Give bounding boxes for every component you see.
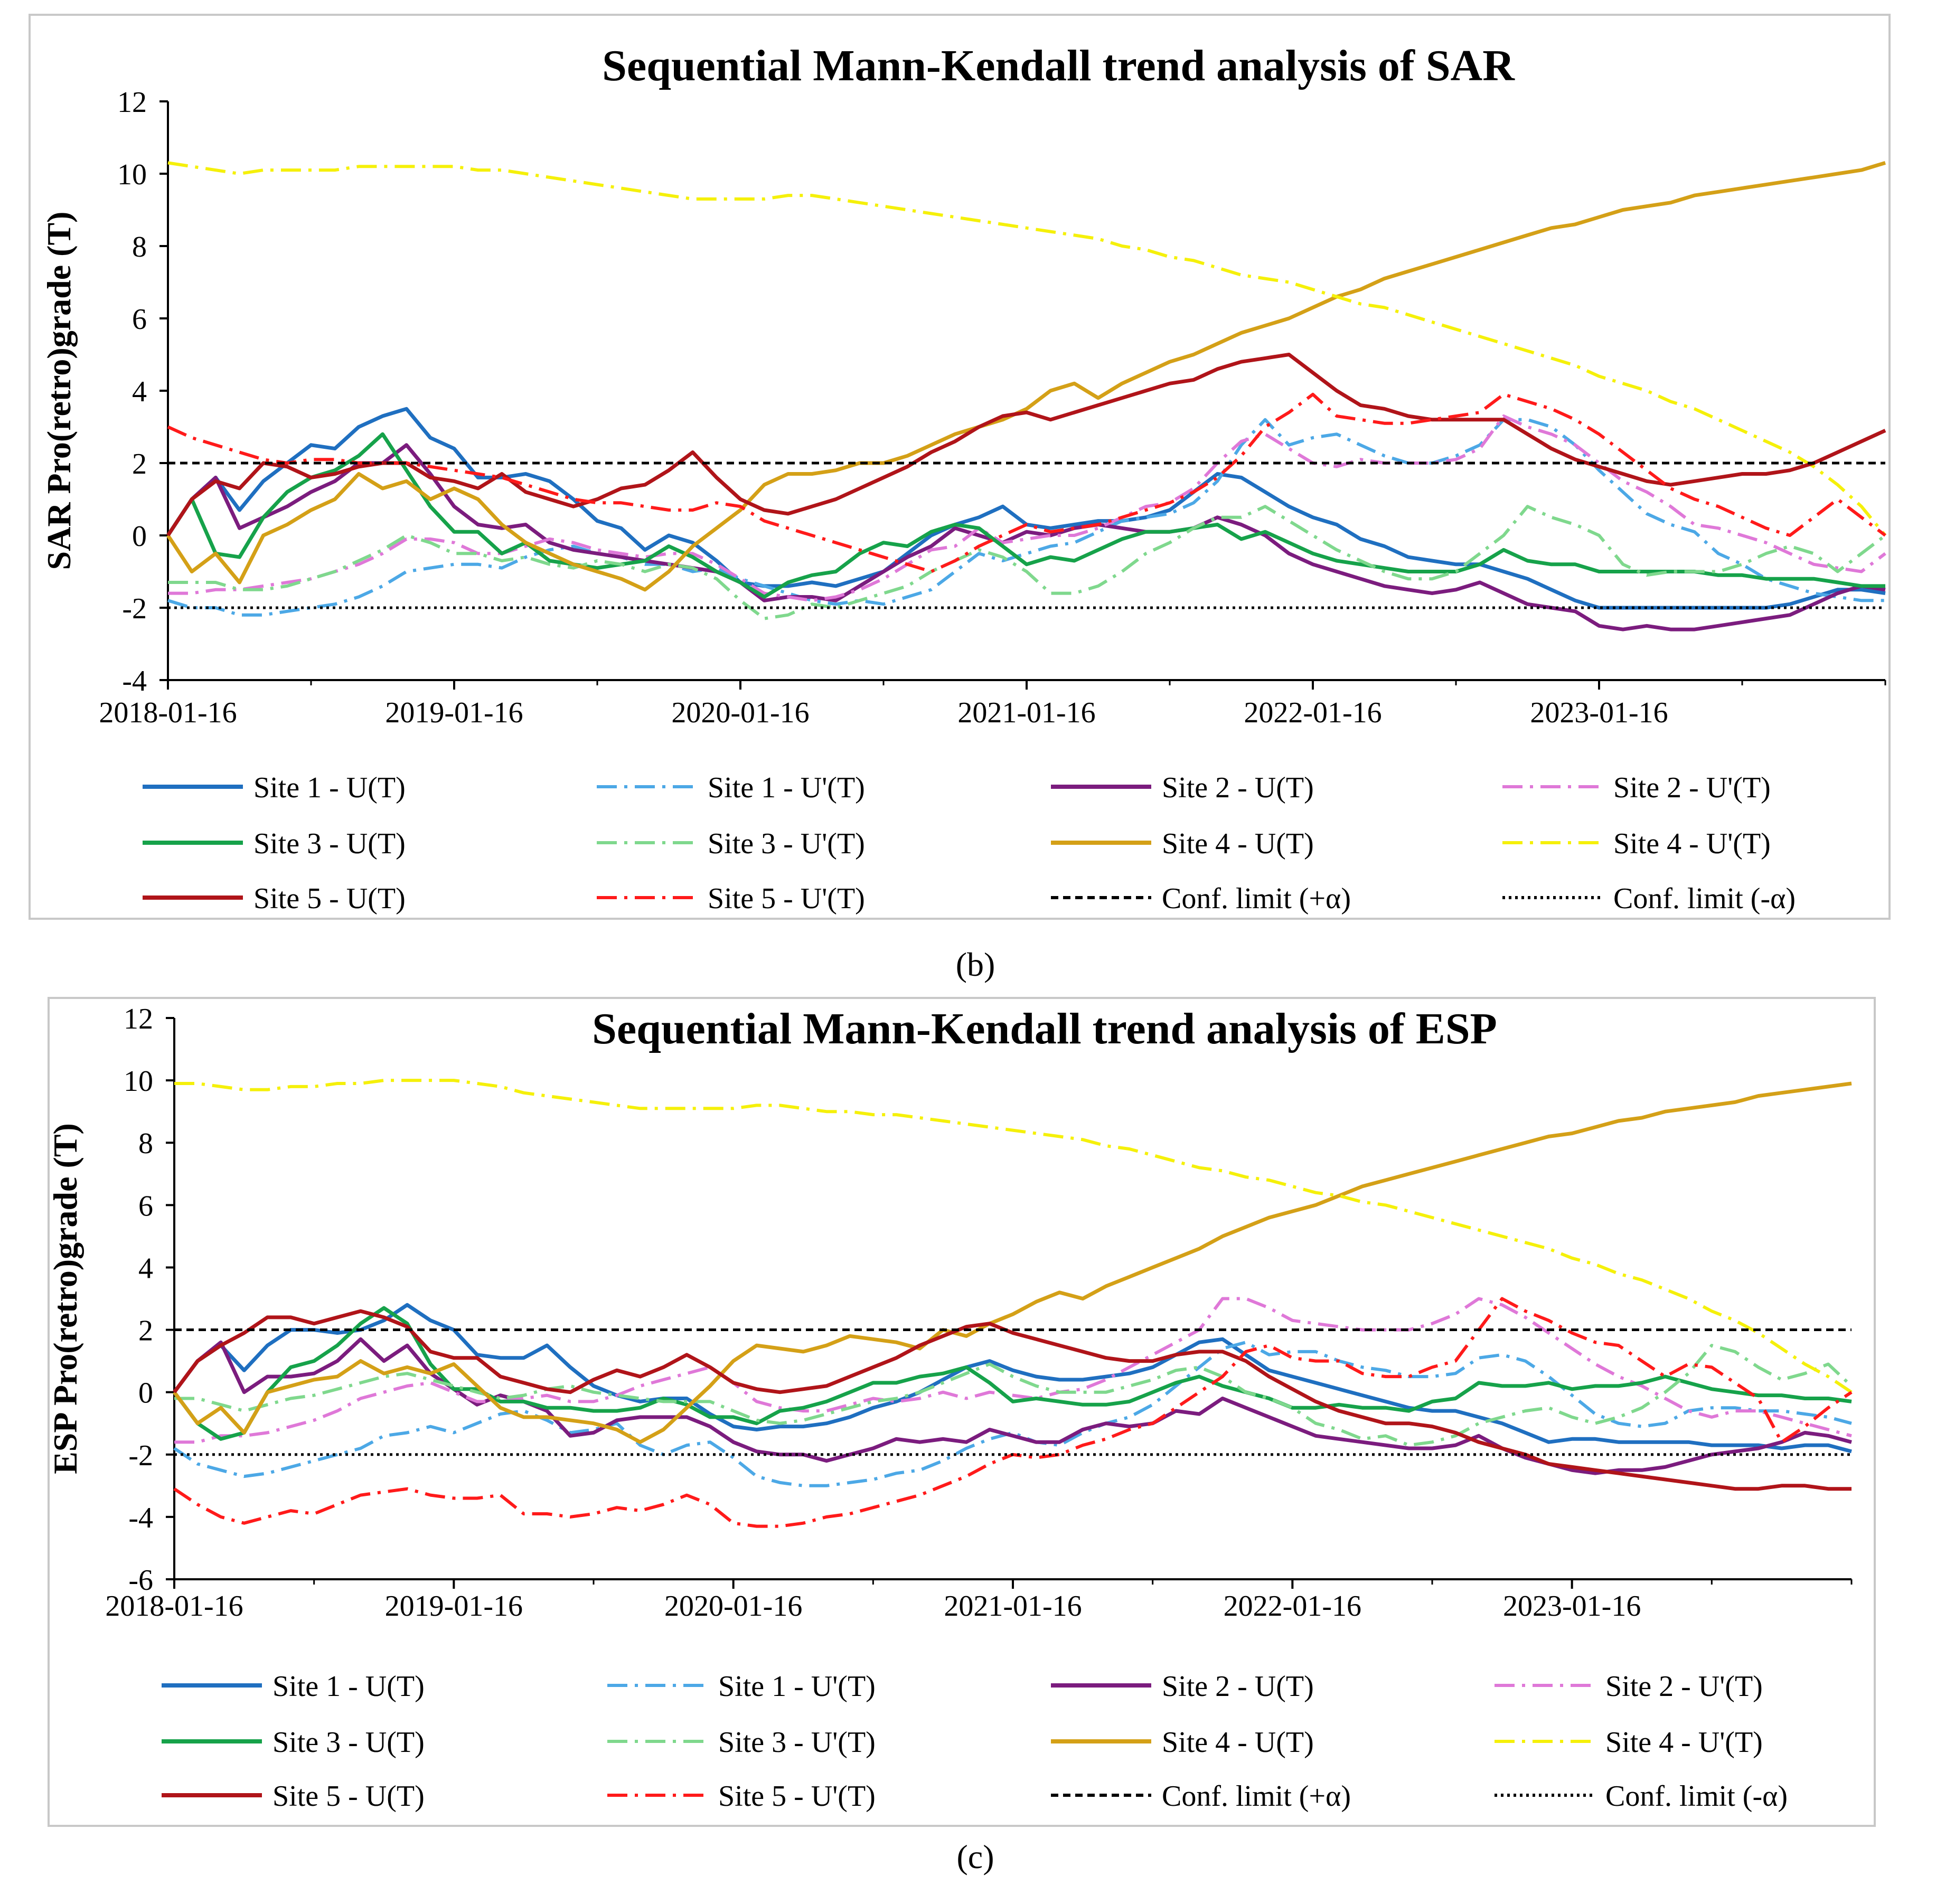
panel-caption-b: (b) — [955, 946, 995, 983]
legend-label: Site 4 - U'(T) — [1613, 827, 1771, 860]
legend-label: Site 4 - U(T) — [1162, 827, 1314, 860]
y-tick-label: 2 — [132, 448, 147, 480]
y-tick-label: 0 — [138, 1377, 153, 1410]
y-tick-label: 8 — [132, 231, 147, 263]
legend-label: Site 4 - U(T) — [1162, 1726, 1314, 1759]
x-tick-label: 2021-01-16 — [944, 1590, 1082, 1623]
y-tick-label: -6 — [128, 1564, 153, 1597]
legend-label: Site 1 - U'(T) — [708, 771, 865, 804]
y-tick-label: 10 — [117, 158, 147, 191]
legend-label: Site 3 - U'(T) — [718, 1726, 876, 1759]
x-tick-label: 2018-01-16 — [105, 1590, 243, 1623]
x-tick-label: 2020-01-16 — [664, 1590, 802, 1623]
legend-label: Site 3 - U(T) — [272, 1726, 425, 1759]
legend-label: Site 5 - U'(T) — [718, 1780, 876, 1813]
legend-label: Conf. limit (+α) — [1162, 1780, 1351, 1813]
y-tick-label: 2 — [138, 1315, 153, 1347]
series-line-2 — [166, 443, 1886, 631]
legend-label: Site 2 - U(T) — [1162, 771, 1314, 804]
y-tick-label: 4 — [138, 1252, 153, 1285]
y-tick-label: 12 — [117, 86, 147, 119]
series-line-3 — [168, 414, 1886, 602]
series-line-8 — [166, 353, 1886, 536]
series-line-5 — [174, 1344, 1853, 1447]
legend-label: Conf. limit (-α) — [1613, 882, 1796, 915]
series-line-7 — [174, 1079, 1853, 1394]
x-tick-label: 2018-01-16 — [99, 696, 237, 729]
series-line-7 — [167, 161, 1887, 536]
series-line-6 — [173, 1081, 1852, 1444]
y-tick-label: 0 — [132, 520, 147, 553]
series-line-1 — [173, 1341, 1852, 1487]
y-tick-label: 8 — [138, 1127, 153, 1160]
x-tick-label: 2023-01-16 — [1530, 696, 1668, 729]
y-axis-label: SAR Pro(retro)grade (T) — [40, 212, 78, 570]
legend-label: Site 2 - U'(T) — [1613, 771, 1771, 804]
x-tick-label: 2022-01-16 — [1244, 696, 1381, 729]
y-tick-label: -2 — [128, 1439, 153, 1472]
y-tick-label: -2 — [122, 592, 147, 625]
series-line-6 — [166, 161, 1886, 592]
x-tick-label: 2023-01-16 — [1503, 1590, 1641, 1623]
panel-caption-c: (c) — [956, 1838, 994, 1875]
legend-label: Site 3 - U'(T) — [708, 827, 865, 860]
y-tick-label: 6 — [138, 1190, 153, 1222]
legend-label: Site 5 - U(T) — [253, 882, 406, 915]
y-tick-label: 4 — [132, 375, 147, 408]
legend-label: Conf. limit (+α) — [1162, 882, 1351, 915]
chart-title: Sequential Mann-Kendall trend analysis o… — [602, 41, 1515, 90]
y-tick-label: -4 — [122, 665, 147, 697]
chart-sar: Sequential Mann-Kendall trend analysis o… — [29, 14, 1891, 920]
series-line-9 — [167, 392, 1886, 573]
legend-label: Site 3 - U(T) — [253, 827, 406, 860]
x-tick-label: 2022-01-16 — [1224, 1590, 1361, 1623]
series-line-3 — [174, 1297, 1852, 1444]
y-tick-label: -4 — [128, 1502, 153, 1534]
legend-label: Site 4 - U'(T) — [1605, 1726, 1763, 1759]
x-tick-label: 2020-01-16 — [671, 696, 809, 729]
chart-title: Sequential Mann-Kendall trend analysis o… — [592, 1004, 1497, 1053]
chart-frame — [48, 997, 1876, 1827]
series-line-5 — [168, 505, 1886, 620]
series-line-4 — [173, 1306, 1852, 1441]
legend-label: Site 1 - U'(T) — [718, 1670, 876, 1703]
legend-label: Site 5 - U(T) — [272, 1780, 425, 1813]
y-axis-label: ESP Pro(retro)grade (T) — [46, 1123, 84, 1474]
series-line-8 — [173, 1309, 1852, 1491]
y-tick-label: 6 — [132, 303, 147, 336]
legend-label: Site 1 - U(T) — [272, 1670, 425, 1703]
legend-label: Site 2 - U'(T) — [1605, 1670, 1763, 1703]
legend-label: Site 1 - U(T) — [253, 771, 406, 804]
y-tick-label: 12 — [124, 1003, 153, 1035]
x-tick-label: 2019-01-16 — [385, 1590, 523, 1623]
chart-esp: Sequential Mann-Kendall trend analysis o… — [46, 997, 1876, 1827]
series-line-1 — [167, 418, 1885, 617]
x-tick-label: 2019-01-16 — [385, 696, 523, 729]
legend-label: Site 2 - U(T) — [1162, 1670, 1314, 1703]
series-line-4 — [166, 432, 1885, 599]
legend-label: Site 5 - U'(T) — [708, 882, 865, 915]
x-tick-label: 2021-01-16 — [957, 696, 1095, 729]
legend-label: Conf. limit (-α) — [1605, 1780, 1788, 1813]
y-tick-label: 10 — [124, 1065, 153, 1098]
